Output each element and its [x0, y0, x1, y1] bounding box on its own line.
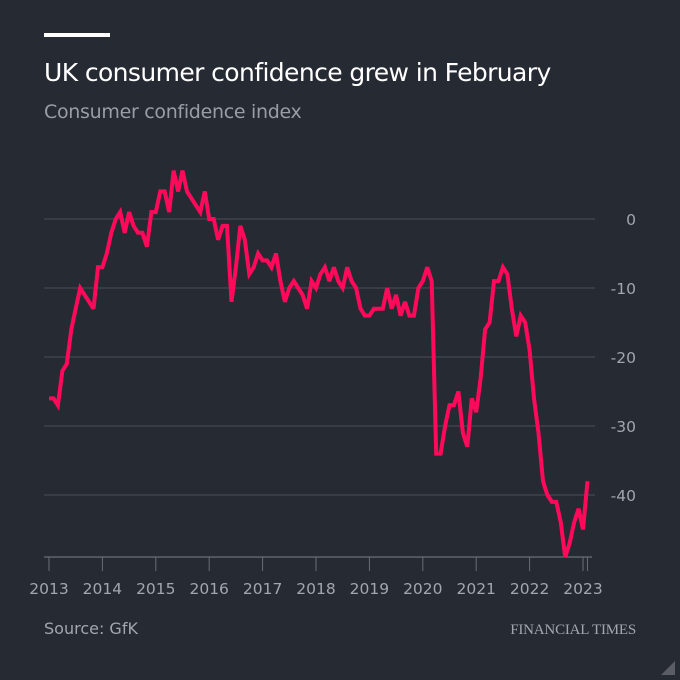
gridlines: [44, 218, 595, 496]
y-tick-label: -40: [611, 487, 636, 505]
x-tick-label: 2022: [510, 580, 549, 598]
source-note: Source: GfK: [44, 619, 138, 638]
series-layer: [49, 170, 590, 558]
x-axis: 2013 2014 2015 2016 2017 2018 2019 2020 2021 2022…: [29, 556, 603, 598]
x-tick-label: 2021: [456, 580, 495, 598]
chart-title: UK consumer confidence grew in February: [44, 58, 551, 87]
y-tick-label: -20: [611, 349, 636, 367]
x-tick-label: 2023: [563, 580, 602, 598]
x-tick-label: 2013: [29, 580, 68, 598]
x-tick-label: 2017: [243, 580, 282, 598]
y-tick-label: -30: [611, 418, 636, 436]
x-tick-label: 2014: [83, 580, 122, 598]
x-tick-label: 2020: [403, 580, 442, 598]
y-axis-tick-labels: 0 -10 -20 -30 -40: [611, 211, 636, 505]
series-line-consumer-confidence: [49, 170, 590, 558]
x-tick-label: 2018: [296, 580, 335, 598]
brand-logo: FINANCIAL TIMES: [510, 622, 636, 638]
x-tick-label: 2015: [136, 580, 175, 598]
x-tick-label: 2016: [189, 580, 228, 598]
expand-corner-icon[interactable]: [661, 661, 675, 675]
y-tick-label: 0: [626, 211, 636, 229]
x-tick-label: 2019: [350, 580, 389, 598]
header-accent-bar: [44, 33, 110, 37]
chart-subtitle: Consumer confidence index: [44, 101, 302, 123]
y-tick-label: -10: [611, 280, 636, 298]
